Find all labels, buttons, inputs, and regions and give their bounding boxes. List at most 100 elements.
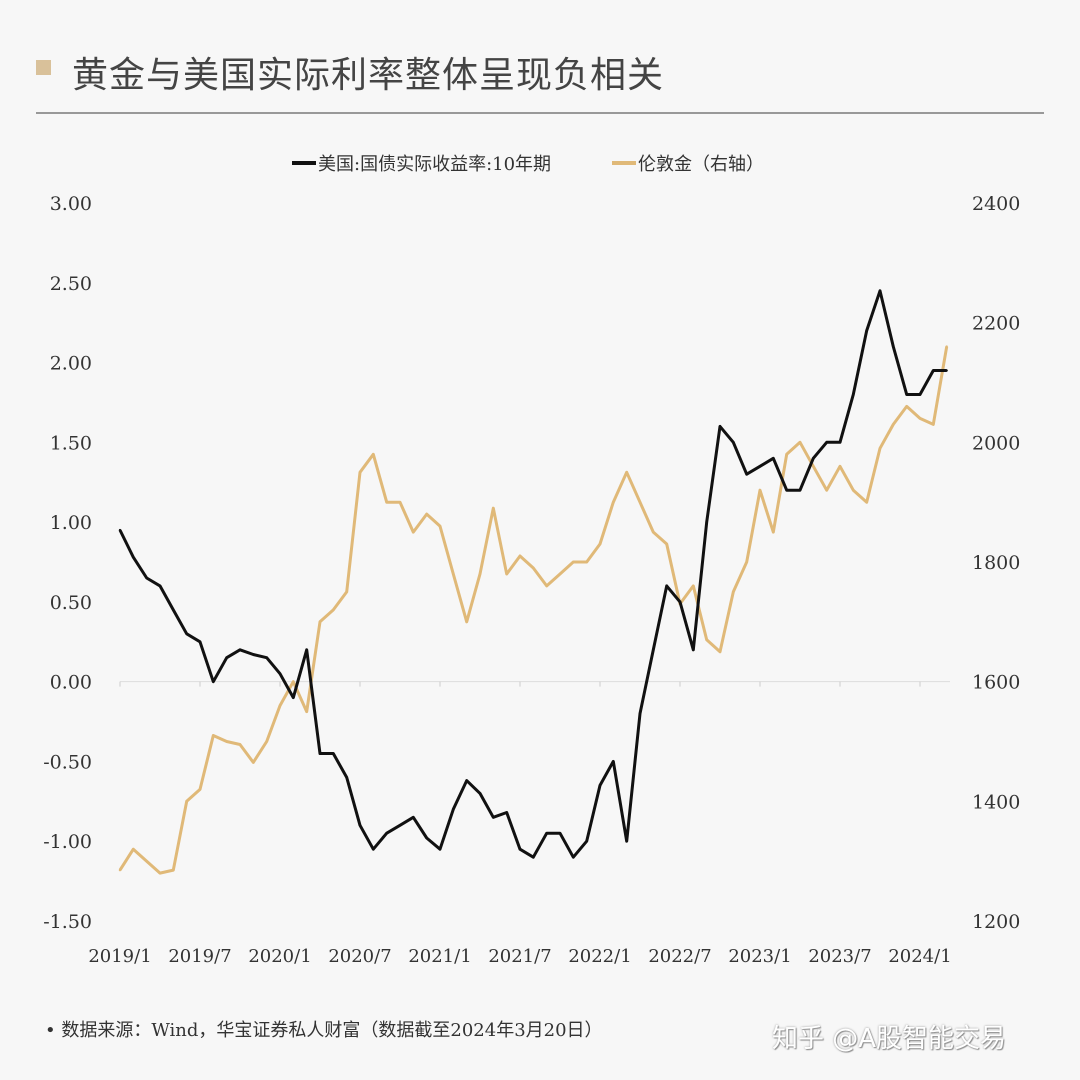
chart-title: 黄金与美国实际利率整体呈现负相关	[72, 55, 665, 96]
source-note: • 数据来源：Wind，华宝证券私人财富（数据截至2024年3月20日）	[45, 1020, 603, 1041]
data-point-real-yield	[598, 784, 602, 787]
x-tick-label: 2020/7	[328, 946, 391, 967]
y-right-tick-label: 2000	[972, 432, 1020, 454]
data-point-gold	[478, 572, 482, 576]
data-point-real-yield	[412, 816, 415, 819]
data-point-real-yield	[625, 840, 628, 843]
data-point-real-yield	[185, 632, 188, 635]
data-point-real-yield	[638, 712, 642, 715]
x-tick-label: 2023/7	[808, 946, 871, 967]
y-left-tick-label: 2.00	[50, 353, 92, 375]
data-point-real-yield	[678, 600, 682, 604]
x-tick-label: 2019/7	[168, 946, 231, 967]
data-point-real-yield	[398, 824, 402, 827]
data-point-real-yield	[665, 584, 668, 588]
data-point-gold	[825, 489, 828, 492]
data-point-real-yield	[305, 648, 308, 651]
y-left-tick-label: 1.00	[50, 512, 92, 534]
data-point-real-yield	[785, 489, 788, 492]
data-point-gold	[892, 423, 895, 426]
y-right-tick-label: 2200	[972, 313, 1020, 335]
data-point-gold	[705, 638, 708, 641]
data-point-real-yield	[518, 848, 522, 851]
data-point-real-yield	[252, 653, 255, 656]
x-tick-label: 2020/1	[248, 946, 311, 967]
watermark: 知乎 @A股智能交易	[772, 1024, 1007, 1054]
data-point-real-yield	[705, 520, 708, 524]
data-point-real-yield	[385, 832, 388, 835]
data-point-gold	[758, 489, 762, 492]
data-point-gold	[118, 868, 122, 872]
y-left-tick-label: -0.50	[43, 751, 92, 773]
data-point-real-yield	[892, 345, 895, 348]
data-point-gold	[438, 524, 442, 528]
data-point-gold	[692, 584, 695, 588]
data-point-real-yield	[718, 425, 722, 428]
y-left-tick-label: 2.50	[50, 273, 92, 295]
data-point-real-yield	[118, 528, 122, 532]
data-point-gold	[252, 761, 255, 764]
data-point-gold	[625, 471, 628, 474]
data-point-real-yield	[932, 369, 935, 372]
x-tick-label: 2022/7	[648, 946, 711, 967]
data-point-gold	[532, 566, 535, 570]
x-tick-label: 2022/1	[568, 946, 631, 967]
data-point-gold	[772, 530, 775, 534]
data-point-real-yield	[918, 393, 922, 396]
data-point-gold	[505, 572, 508, 576]
data-point-real-yield	[732, 441, 735, 444]
data-point-real-yield	[425, 836, 428, 840]
data-point-gold	[852, 489, 855, 492]
data-point-gold	[332, 608, 335, 612]
data-point-real-yield	[158, 584, 162, 588]
data-point-gold	[305, 710, 308, 713]
data-point-real-yield	[532, 855, 535, 859]
data-point-real-yield	[558, 832, 562, 835]
data-point-gold	[225, 740, 228, 743]
data-point-real-yield	[798, 489, 802, 492]
data-point-real-yield	[758, 465, 762, 468]
y-left-tick-label: -1.00	[43, 831, 92, 853]
data-point-real-yield	[212, 680, 215, 683]
data-point-gold	[598, 542, 602, 546]
data-point-gold	[945, 345, 948, 348]
data-point-gold	[345, 590, 348, 594]
data-point-gold	[905, 405, 908, 408]
x-tick-label: 2021/1	[408, 946, 471, 967]
x-tick-label: 2021/7	[488, 946, 551, 967]
data-point-real-yield	[852, 393, 855, 396]
data-point-gold	[798, 441, 802, 444]
data-point-real-yield	[145, 576, 148, 580]
data-point-real-yield	[838, 441, 842, 444]
data-point-real-yield	[345, 776, 348, 779]
data-point-gold	[932, 423, 935, 426]
x-tick-label: 2019/1	[88, 946, 151, 967]
y-right-tick-label: 1800	[972, 552, 1020, 574]
data-point-gold	[132, 848, 135, 851]
data-point-gold	[572, 560, 575, 564]
y-right-tick-label: 1600	[972, 672, 1020, 694]
data-point-gold	[878, 447, 882, 450]
y-left-tick-label: 0.00	[50, 672, 92, 694]
data-point-gold	[465, 620, 468, 624]
data-point-gold	[238, 743, 242, 746]
data-point-real-yield	[198, 640, 202, 643]
data-point-gold	[732, 590, 735, 594]
data-point-real-yield	[865, 329, 868, 332]
data-point-gold	[918, 417, 922, 420]
title-divider	[36, 112, 1044, 114]
data-point-gold	[812, 465, 815, 468]
data-point-gold	[172, 868, 175, 872]
data-point-real-yield	[292, 696, 295, 699]
data-point-gold	[278, 704, 282, 707]
data-point-gold	[318, 620, 322, 624]
data-point-gold	[838, 465, 842, 468]
y-left-tick-label: 3.00	[50, 193, 92, 215]
data-point-real-yield	[745, 473, 748, 476]
data-point-real-yield	[585, 840, 588, 843]
data-point-real-yield	[332, 752, 335, 755]
y-left-tick-label: 0.50	[50, 592, 92, 614]
data-point-gold	[185, 800, 188, 803]
data-point-gold	[158, 871, 162, 875]
legend-label-gold: 伦敦金（右轴）	[638, 154, 764, 175]
